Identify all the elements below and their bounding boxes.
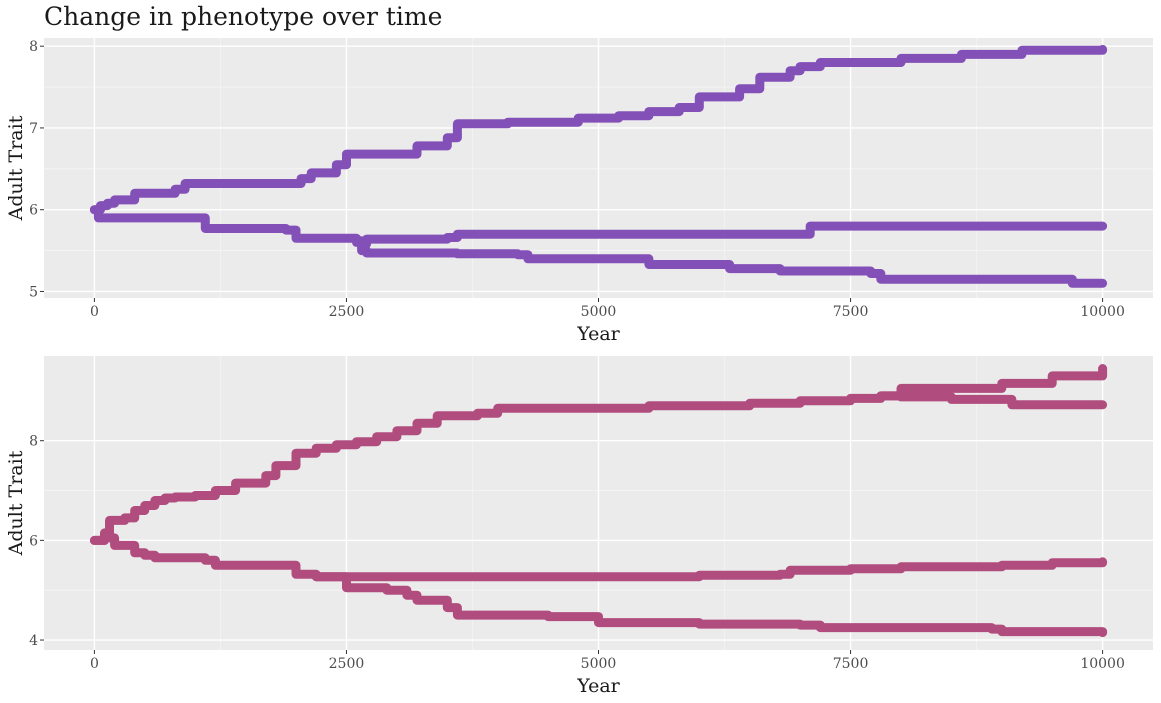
x-axis-title: Year (576, 323, 620, 345)
x-tick-label: 2500 (329, 304, 365, 320)
y-tick-label: 8 (29, 434, 38, 450)
y-tick-label: 8 (29, 39, 38, 55)
y-tick-label: 4 (29, 633, 38, 649)
x-tick-label: 7500 (833, 656, 869, 672)
x-tick-label: 5000 (581, 656, 617, 672)
chart-panel-2: 0 2500 5000 7500 10000 4 6 8 Year Adult Trait (5, 356, 1153, 697)
x-tick-label: 10000 (1080, 304, 1125, 320)
y-axis-title: Adult Trait (5, 450, 27, 556)
x-tick-label: 7500 (833, 304, 869, 320)
y-tick-label: 6 (29, 203, 38, 219)
y-tick-label: 7 (29, 121, 38, 137)
x-tick-label: 2500 (329, 656, 365, 672)
x-axis-title: Year (576, 675, 620, 697)
series-line-1 (89, 44, 1108, 215)
page-title: Change in phenotype over time (44, 2, 443, 31)
series-line-2 (876, 391, 1108, 410)
series-line-4 (311, 572, 1108, 638)
series-line-3 (352, 237, 1108, 288)
chart-panel-1: 0 2500 5000 7500 10000 5 6 7 8 Year Adult Trait (5, 38, 1153, 345)
y-tick-label: 5 (29, 284, 38, 300)
x-tick-label: 10000 (1080, 656, 1125, 672)
x-tick-label: 5000 (581, 304, 617, 320)
x-tick-label: 0 (90, 656, 99, 672)
series-line-1 (89, 364, 1108, 545)
y-tick-label: 6 (29, 533, 38, 549)
y-axis-title: Adult Trait (5, 115, 27, 221)
x-tick-label: 0 (90, 304, 99, 320)
